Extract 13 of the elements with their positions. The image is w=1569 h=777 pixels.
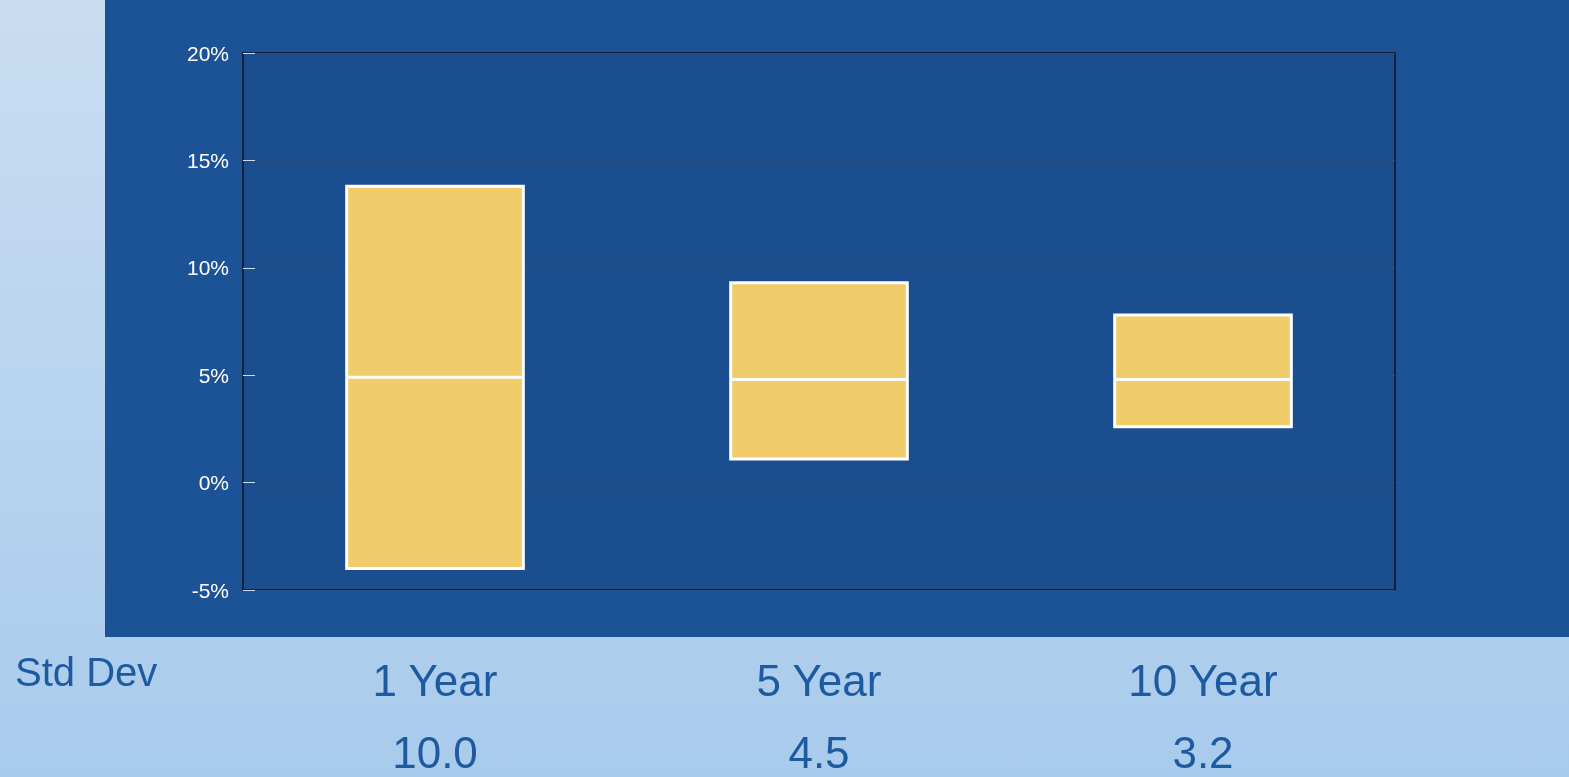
text: 4.5: [788, 727, 850, 777]
y-tick-label: 10%: [186, 256, 229, 280]
y-tick-label: 5%: [198, 363, 229, 387]
y-tick-label: -5%: [191, 578, 229, 602]
x-tick-label: 10 Year: [1128, 655, 1278, 705]
y-tick-label: 15%: [186, 148, 229, 172]
y-tick-label: 20%: [186, 41, 229, 65]
x-tick-label: 1 Year: [372, 655, 498, 705]
y-tick-label: 0%: [198, 471, 229, 495]
x-tick-label: 5 Year: [756, 655, 882, 705]
text: 3.2: [1172, 727, 1234, 777]
text: Std Dev: [15, 650, 158, 694]
text: 10.0: [392, 727, 478, 777]
